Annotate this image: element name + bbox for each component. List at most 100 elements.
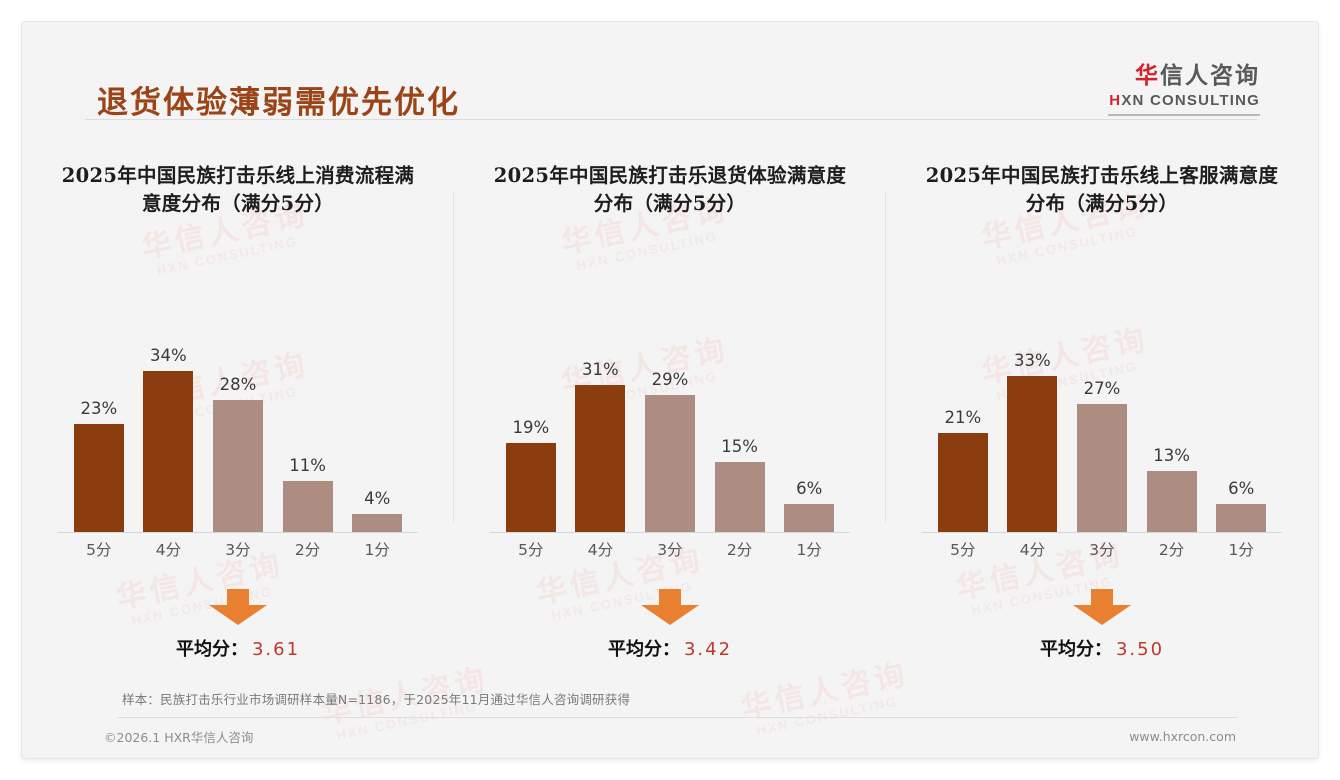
bar-value-label: 15% [721,437,758,457]
bar-slot[interactable]: 11% [273,295,343,533]
slide-footer: ©2026.1 HXR华信人咨询 www.hxrcon.com [22,727,1318,746]
x-axis-tick-label: 5分 [950,540,976,559]
logo-accent-char: 华 [1135,63,1160,89]
bar-rect[interactable] [352,513,403,533]
x-axis-tick-label: 2分 [1158,540,1185,559]
bar-value-label: 6% [1228,479,1255,499]
bar-rect[interactable] [644,394,695,533]
bar-value-label: 33% [1014,351,1051,371]
x-axis-tick-label: 5分 [518,540,544,559]
bar-rect[interactable] [714,461,765,533]
bar-slot[interactable]: 23% [64,295,134,533]
bar-rect[interactable] [212,399,263,533]
footer-website[interactable]: www.hxrcon.com [1129,729,1236,744]
chart-panel-1: 2025年中国民族打击乐线上消费流程满意度分布（满分5分） 23% 34% 28% 11… [22,162,454,661]
source-note: 样本：民族打击乐行业市场调研样本量N=1186，于2025年11月通过华信人咨询… [122,692,631,707]
bar-value-label: 19% [512,418,550,438]
bar-rect[interactable] [1216,503,1267,533]
chart-title: 2025年中国民族打击乐线上消费流程满意度分布（满分5分） [61,164,415,216]
down-arrow-icon [1073,588,1131,625]
charts-row: 2025年中国民族打击乐线上消费流程满意度分布（满分5分） 23% 34% 28% 11… [22,162,1318,661]
bar-rect[interactable] [1146,470,1197,533]
x-axis-line [490,531,850,533]
bar-value-label: 21% [944,408,982,428]
x-axis-tick-label: 2分 [726,540,753,559]
x-axis-tick-label: 3分 [225,540,251,559]
bar-slot[interactable]: 13% [1137,295,1207,533]
bar-value-label: 29% [651,370,689,390]
logo-english-text: HXN CONSULTING [1108,91,1260,111]
chart-panel-3: 2025年中国民族打击乐线上客服满意度分布（满分5分） 21% 33% 27% 13% 6… [886,162,1318,661]
watermark-chinese: 华信人咨询 [738,657,912,726]
bar-slot[interactable]: 34% [134,295,204,533]
average-score-text: 平均分： 3.50 [898,635,1306,661]
bar-slot[interactable]: 33% [998,295,1068,533]
brand-logo: 华信人咨询 HXN CONSULTING [1108,63,1260,116]
x-axis-tick-row: 5分 4分 3分 2分 1分 [496,535,844,563]
bar-rect[interactable] [784,503,835,533]
x-axis-line [58,531,418,533]
bar-rect[interactable] [143,370,194,533]
logo-english-rest: XN CONSULTING [1121,92,1260,110]
bar-slot[interactable]: 27% [1067,295,1137,533]
average-score-label: 平均分： [607,638,680,660]
x-axis-tick-label: 1分 [1228,540,1254,559]
bar-value-label: 4% [364,489,391,509]
panel-divider [453,192,454,522]
x-axis-tick-label: 5分 [86,540,112,559]
x-axis-tick-row: 5分 4分 3分 2分 1分 [928,535,1276,563]
plot-area: 23% 34% 28% 11% 4% 5分 4分 3分 2分 1分 [58,263,418,563]
bar-rect[interactable] [1007,375,1058,533]
bar-slot[interactable]: 19% [496,295,566,533]
average-score-annotation: 平均分： 3.50 [898,588,1306,661]
bar-value-label: 27% [1083,379,1121,399]
bar-slot[interactable]: 15% [705,295,775,533]
average-score-value: 3.50 [1115,638,1165,660]
bar-group: 19% 31% 29% 15% 6% [496,295,844,533]
bar-slot[interactable]: 31% [566,295,636,533]
bar-rect[interactable] [73,423,124,533]
average-score-annotation: 平均分： 3.42 [466,588,874,661]
logo-en-accent-char: H [1109,92,1122,110]
bar-value-label: 11% [289,456,326,476]
bar-slot[interactable]: 6% [774,295,844,533]
chart-title: 2025年中国民族打击乐线上客服满意度分布（满分5分） [925,164,1279,216]
bar-rect[interactable] [1076,403,1127,533]
chart-panel-2: 2025年中国民族打击乐退货体验满意度分布（满分5分） 19% 31% 29% 15% 6… [454,162,886,661]
panel-divider [885,192,886,522]
bar-slot[interactable]: 4% [342,295,412,533]
logo-chinese-text: 华信人咨询 [1108,63,1260,89]
logo-chinese-rest: 信人咨询 [1160,63,1260,89]
x-axis-tick-label: 4分 [155,540,182,559]
page-title: 退货体验薄弱需优先优化 [97,85,460,121]
bar-slot[interactable]: 6% [1206,295,1276,533]
footer-divider [117,717,1237,718]
average-score-annotation: 平均分： 3.61 [34,588,442,661]
bar-rect[interactable] [505,442,556,533]
bar-value-label: 31% [582,360,619,380]
average-score-text: 平均分： 3.61 [34,635,442,661]
bar-slot[interactable]: 28% [203,295,273,533]
bar-value-label: 28% [219,375,257,395]
average-score-label: 平均分： [1039,638,1112,660]
x-axis-tick-label: 1分 [796,540,822,559]
bar-value-label: 13% [1153,446,1190,466]
x-axis-tick-label: 4分 [587,540,614,559]
average-score-label: 平均分： [175,638,248,660]
bar-value-label: 23% [80,399,118,419]
plot-area: 21% 33% 27% 13% 6% 5分 4分 3分 2分 1分 [922,263,1282,563]
bar-group: 23% 34% 28% 11% 4% [64,295,412,533]
x-axis-tick-label: 3分 [1089,540,1115,559]
header-divider [85,119,1257,120]
x-axis-line [922,531,1282,533]
bar-rect[interactable] [937,432,988,533]
footer-copyright: ©2026.1 HXR华信人咨询 [104,730,254,745]
bar-rect[interactable] [282,480,333,533]
bar-slot[interactable]: 21% [928,295,998,533]
bar-group: 21% 33% 27% 13% 6% [928,295,1276,533]
bar-rect[interactable] [575,384,626,533]
down-arrow-icon [209,588,267,625]
bar-slot[interactable]: 29% [635,295,705,533]
x-axis-tick-row: 5分 4分 3分 2分 1分 [64,535,412,563]
